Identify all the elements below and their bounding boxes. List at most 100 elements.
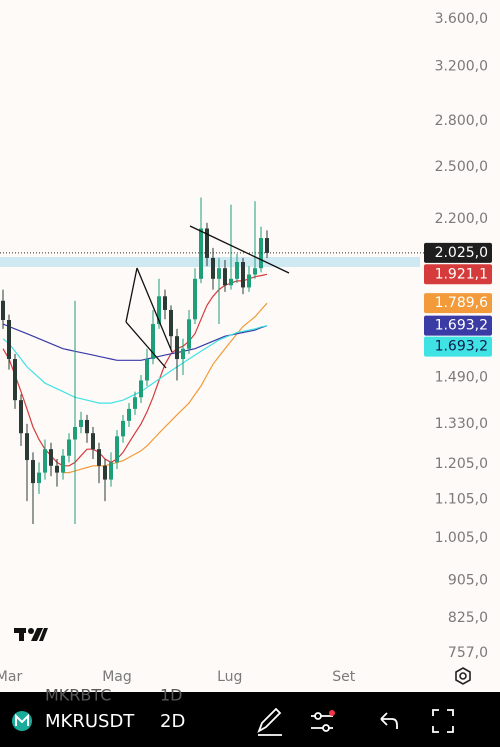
indicators-button[interactable] — [311, 712, 333, 732]
candle-body — [187, 319, 191, 349]
price-tag-label: 1.693,2 — [435, 318, 488, 334]
drawn-zone — [0, 257, 420, 267]
notification-dot — [329, 710, 335, 716]
y-tick-label: 1.330,0 — [435, 416, 488, 432]
coin-glyph — [15, 713, 29, 726]
candle-body — [85, 419, 89, 434]
y-tick-label: 825,0 — [448, 610, 488, 626]
x-tick-label: Set — [332, 669, 356, 685]
candle-body — [241, 262, 245, 288]
interval[interactable]: 2D — [160, 711, 185, 732]
y-tick-label: 2.500,0 — [435, 159, 488, 175]
candle-body — [79, 419, 83, 427]
candle-body — [169, 309, 173, 337]
y-tick-label: 3.200,0 — [435, 59, 488, 75]
candle-body — [205, 228, 209, 258]
candle-body — [145, 359, 149, 381]
y-tick-label: 2.800,0 — [435, 113, 488, 129]
candle-body — [193, 278, 197, 320]
candle-body — [199, 228, 203, 279]
candle-body — [265, 238, 269, 253]
candle-body — [67, 439, 71, 456]
drawn-trendlines — [125, 225, 290, 369]
candle-body — [61, 455, 65, 473]
x-tick-label: Lug — [217, 669, 242, 685]
price-tag-label: 1.789,6 — [435, 295, 489, 311]
ghost-interval: 1D — [160, 686, 183, 705]
candle-body — [43, 449, 47, 473]
candle-body — [229, 278, 233, 286]
candle-body — [49, 449, 53, 466]
candle-body — [235, 262, 239, 279]
y-tick-label: 2.200,0 — [435, 211, 488, 227]
candle-body — [181, 348, 185, 360]
candle-body — [7, 320, 11, 360]
logo-part — [19, 628, 24, 641]
plot: 3.600,0 3.200,0 2.800,0 2.500,0 2.200,0 1.490… — [0, 11, 488, 685]
indicator-line — [2, 323, 268, 361]
price-tag — [424, 315, 492, 336]
y-tick-label: 3.600,0 — [435, 11, 488, 27]
candle-body — [55, 465, 59, 473]
gear-outline — [455, 667, 471, 685]
candle-body — [247, 274, 251, 288]
gear-center — [459, 672, 467, 680]
trendline — [189, 225, 290, 274]
pen-icon — [257, 707, 282, 734]
candle-body — [223, 268, 227, 286]
slider-knob — [322, 724, 330, 732]
price-tag — [424, 293, 492, 314]
candle-body — [163, 296, 167, 310]
candle-body — [127, 408, 131, 421]
candle-body — [31, 460, 35, 484]
candle-body — [157, 296, 161, 325]
candle-body — [121, 420, 125, 437]
candle-body — [97, 449, 101, 466]
slider-knob — [314, 712, 322, 720]
price-tag — [424, 336, 492, 357]
logo-part — [31, 628, 43, 641]
undo-button[interactable] — [380, 712, 398, 729]
indicator-line — [63, 302, 268, 474]
y-tick-label: 1.490,0 — [435, 370, 488, 386]
candle-body — [139, 380, 143, 398]
y-tick-label: 905,0 — [448, 573, 488, 589]
trendline — [125, 321, 167, 369]
candle-body — [115, 436, 119, 463]
symbol-icon[interactable] — [12, 711, 32, 731]
candle-body — [217, 268, 221, 279]
candle-body — [13, 359, 17, 401]
tv-logo — [14, 628, 48, 641]
x-tick-label: Mar — [0, 669, 22, 685]
candle-body — [253, 268, 257, 275]
y-tick-label: 1.005,0 — [435, 530, 488, 546]
undo-icon — [380, 712, 398, 729]
chart-background — [0, 0, 500, 692]
settings-button[interactable] — [455, 667, 471, 685]
price-tag — [424, 242, 492, 263]
fullscreen-button[interactable] — [432, 709, 454, 733]
logo-part — [28, 628, 34, 634]
fullscreen-icon — [432, 709, 454, 733]
candle-body — [19, 400, 23, 434]
symbol[interactable]: MKRUSDT — [45, 711, 135, 732]
draw-tool-button[interactable] — [257, 707, 282, 736]
candle-body — [103, 465, 107, 480]
trendline — [136, 267, 173, 353]
logo-part — [39, 628, 48, 641]
x-tick-label: Mag — [102, 669, 132, 685]
trendline — [125, 267, 138, 323]
candle-body — [37, 472, 41, 484]
candle-body — [91, 433, 95, 450]
candle-body — [175, 336, 179, 360]
bottom-toolbar — [0, 692, 500, 747]
candle-body — [133, 397, 137, 409]
price-tag — [424, 264, 492, 285]
y-tick-label: 1.105,0 — [435, 491, 488, 507]
price-tag-label: 2.025,0 — [435, 245, 488, 261]
price-tag-label: 1.921,1 — [435, 266, 488, 282]
y-tick-label: 1.205,0 — [435, 456, 488, 472]
candle-body — [109, 462, 113, 480]
candle-body — [151, 324, 155, 360]
